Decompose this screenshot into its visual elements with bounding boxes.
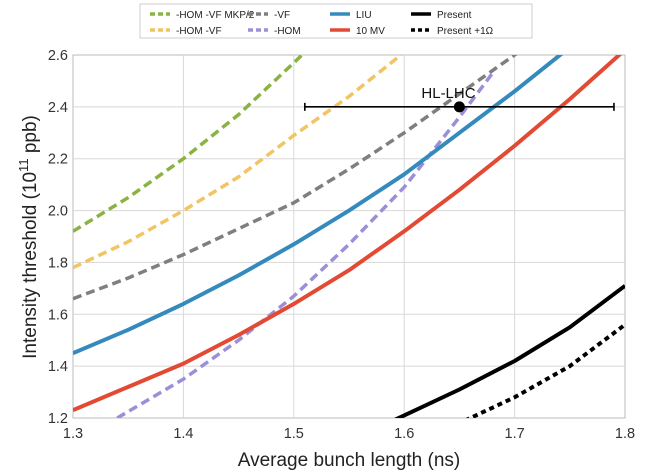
y-axis-title: Intensity threshold (1011 ppb) bbox=[16, 115, 41, 359]
plot-area bbox=[72, 54, 626, 419]
series-layer bbox=[73, 55, 625, 418]
legend-label: 10 MV bbox=[356, 26, 385, 37]
series-line bbox=[116, 72, 494, 418]
y-tick-label: 1.4 bbox=[48, 359, 68, 375]
series-line bbox=[73, 55, 564, 356]
y-tick-label: 2.6 bbox=[48, 48, 68, 64]
x-tick-label: 1.7 bbox=[505, 426, 525, 442]
legend-label: -HOM -VF bbox=[176, 26, 222, 37]
series-line bbox=[73, 55, 404, 270]
series-line bbox=[394, 284, 625, 418]
y-tick-label: 2.0 bbox=[48, 204, 68, 220]
legend-label: LIU bbox=[356, 10, 372, 21]
legend-label: Present bbox=[437, 10, 472, 21]
y-tick-label: 2.2 bbox=[48, 152, 68, 168]
legend-label: -HOM bbox=[274, 26, 301, 37]
legend-label: -HOM -VF MKP/2 bbox=[176, 10, 255, 21]
series-line bbox=[73, 55, 518, 301]
y-tick-label: 1.6 bbox=[48, 307, 68, 323]
series-line bbox=[73, 55, 305, 233]
x-tick-label: 1.4 bbox=[173, 426, 193, 442]
x-tick-label: 1.3 bbox=[63, 426, 83, 442]
x-tick-label: 1.5 bbox=[284, 426, 304, 442]
y-tick-label: 1.2 bbox=[48, 411, 68, 427]
hl-lhc-label: HL-LHC bbox=[421, 85, 475, 102]
series-line bbox=[465, 323, 625, 418]
x-axis-title: Average bunch length (ns) bbox=[238, 450, 461, 471]
x-tick-label: 1.8 bbox=[615, 426, 635, 442]
series-line bbox=[73, 55, 623, 413]
legend-label: -VF bbox=[274, 10, 290, 21]
tick-labels: 1.3 1.4 1.5 1.6 1.7 1.8 1.2 1.4 1.6 1.8 2.0 2.2 2.4 2… bbox=[48, 48, 635, 442]
legend: -HOM -VF MKP/2 -HOM -VF -VF -HOM LIU 10 MV Pre… bbox=[139, 3, 533, 39]
legend-box bbox=[139, 3, 533, 39]
annotation-layer: HL-LHC bbox=[304, 85, 615, 113]
x-tick-label: 1.6 bbox=[394, 426, 414, 442]
y-tick-label: 2.4 bbox=[48, 100, 68, 116]
y-tick-label: 1.8 bbox=[48, 255, 68, 271]
hl-lhc-point bbox=[453, 101, 465, 113]
legend-label: Present +1Ω bbox=[437, 26, 494, 37]
